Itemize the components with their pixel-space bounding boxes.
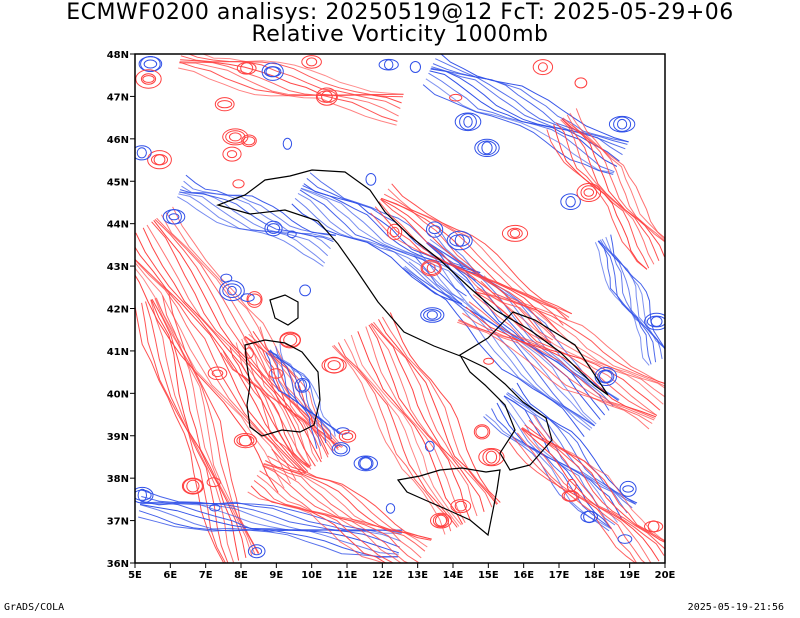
lat-tick-label: 48N	[107, 50, 129, 61]
lon-tick-label: 16E	[513, 570, 534, 581]
lat-tick-label: 41N	[107, 347, 129, 358]
lon-tick-label: 5E	[128, 570, 142, 581]
lat-tick-label: 42N	[107, 305, 129, 316]
coastline	[216, 169, 609, 537]
lon-tick-label: 19E	[619, 570, 640, 581]
lon-tick-label: 15E	[478, 570, 499, 581]
map-title: ECMWF0200 analisys: 20250519@12 FcT: 202…	[66, 0, 734, 25]
grads-credit: GrADS/COLA	[4, 602, 65, 613]
axis-ticks: 5E 6E 7E 8E 9E 10E 11E 12E 13E 14E 15E 16E 17E 18E 19E…	[107, 50, 676, 581]
lat-tick-label: 47N	[107, 92, 129, 103]
lon-tick-label: 20E	[655, 570, 676, 581]
lon-tick-label: 18E	[584, 570, 605, 581]
map-subtitle: Relative Vorticity 1000mb	[251, 22, 549, 47]
lat-tick-label: 37N	[107, 517, 129, 528]
lon-tick-label: 8E	[234, 570, 248, 581]
lat-tick-label: 36N	[107, 559, 129, 570]
lat-tick-label: 43N	[107, 262, 129, 273]
lon-tick-label: 17E	[549, 570, 570, 581]
lon-tick-label: 7E	[199, 570, 213, 581]
lon-tick-label: 10E	[301, 570, 322, 581]
lon-tick-label: 14E	[443, 570, 464, 581]
lon-tick-label: 9E	[269, 570, 283, 581]
lat-tick-label: 39N	[107, 432, 129, 443]
lat-tick-label: 38N	[107, 474, 129, 485]
lat-tick-label: 40N	[107, 389, 129, 400]
lat-tick-label: 44N	[107, 220, 129, 231]
render-timestamp: 2025-05-19-21:56	[687, 602, 784, 613]
lon-tick-label: 11E	[337, 570, 358, 581]
contour-field	[135, 54, 665, 563]
lon-tick-label: 12E	[372, 570, 393, 581]
lon-tick-label: 6E	[163, 570, 177, 581]
lat-tick-label: 46N	[107, 135, 129, 146]
lat-tick-label: 45N	[107, 177, 129, 188]
lon-tick-label: 13E	[407, 570, 428, 581]
